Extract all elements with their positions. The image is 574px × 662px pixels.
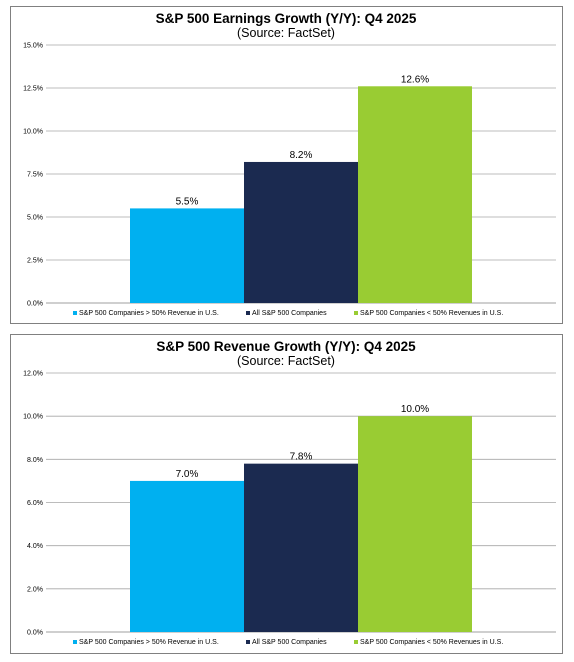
- y-tick-label: 0.0%: [27, 630, 43, 637]
- y-tick-label: 2.0%: [27, 586, 43, 593]
- y-tick-label: 2.5%: [27, 258, 43, 265]
- data-label: 12.6%: [401, 74, 429, 85]
- legend-entry: All S&P 500 Companies: [252, 639, 327, 646]
- legend-swatch: [246, 640, 250, 644]
- chart-title: S&P 500 Revenue Growth (Y/Y): Q4 2025: [156, 339, 416, 354]
- legend-swatch: [73, 311, 77, 315]
- legend-entry: S&P 500 Companies < 50% Revenues in U.S.: [360, 310, 503, 317]
- y-tick-label: 7.5%: [27, 172, 43, 179]
- legend-swatch: [354, 311, 358, 315]
- bar: [358, 416, 472, 632]
- chart-subtitle: (Source: FactSet): [237, 26, 335, 40]
- earnings-growth-chart: S&P 500 Earnings Growth (Y/Y): Q4 2025 (…: [10, 6, 563, 324]
- y-tick-label: 10.0%: [23, 129, 43, 136]
- y-tick-label: 12.5%: [23, 86, 43, 93]
- bar: [244, 161, 358, 303]
- legend-entry: S&P 500 Companies > 50% Revenue in U.S.: [79, 310, 219, 317]
- y-tick-label: 4.0%: [27, 543, 43, 550]
- data-label: 7.0%: [176, 469, 199, 480]
- y-tick-label: 8.0%: [27, 457, 43, 464]
- y-tick-label: 10.0%: [23, 414, 43, 421]
- y-tick-label: 5.0%: [27, 215, 43, 222]
- earnings-chart-svg: S&P 500 Earnings Growth (Y/Y): Q4 2025 (…: [23, 11, 556, 317]
- bar: [244, 463, 358, 632]
- legend-entry: All S&P 500 Companies: [252, 310, 327, 317]
- y-tick-label: 15.0%: [23, 43, 43, 50]
- data-label: 5.5%: [176, 196, 199, 207]
- data-label: 8.2%: [290, 150, 313, 161]
- revenue-growth-chart: S&P 500 Revenue Growth (Y/Y): Q4 2025 (S…: [10, 334, 563, 654]
- y-tick-label: 0.0%: [27, 301, 43, 308]
- legend-entry: S&P 500 Companies > 50% Revenue in U.S.: [79, 639, 219, 646]
- data-label: 7.8%: [290, 452, 313, 463]
- legend-swatch: [354, 640, 358, 644]
- data-label: 10.0%: [401, 404, 429, 415]
- y-tick-label: 12.0%: [23, 371, 43, 378]
- legend-swatch: [246, 311, 250, 315]
- bar: [130, 480, 244, 632]
- chart-title: S&P 500 Earnings Growth (Y/Y): Q4 2025: [156, 11, 417, 26]
- bar: [358, 86, 472, 303]
- legend-entry: S&P 500 Companies < 50% Revenues in U.S.: [360, 639, 503, 646]
- y-tick-label: 6.0%: [27, 500, 43, 507]
- revenue-chart-svg: S&P 500 Revenue Growth (Y/Y): Q4 2025 (S…: [23, 339, 556, 646]
- chart-subtitle: (Source: FactSet): [237, 354, 335, 368]
- bar: [130, 208, 244, 303]
- legend-swatch: [73, 640, 77, 644]
